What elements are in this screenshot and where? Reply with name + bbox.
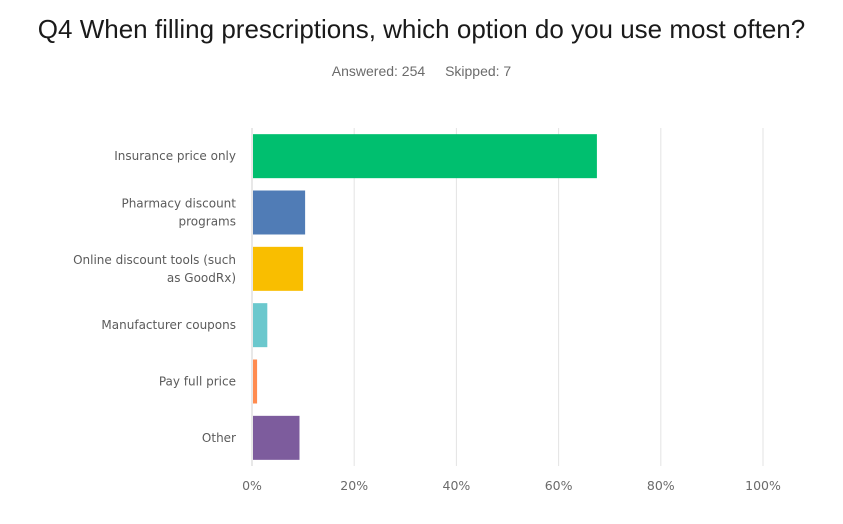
x-tick-label-60: 60% bbox=[545, 478, 573, 493]
x-tick-label-80: 80% bbox=[647, 478, 675, 493]
category-label-5: Pay full price bbox=[159, 375, 236, 389]
bar-4 bbox=[253, 303, 268, 348]
skipped-count: Skipped: 7 bbox=[445, 63, 512, 79]
x-tick-label-0: 0% bbox=[242, 478, 262, 493]
x-tick-label-40: 40% bbox=[443, 478, 471, 493]
bar-1 bbox=[253, 134, 597, 179]
question-title: Q4 When filling prescriptions, which opt… bbox=[37, 14, 806, 44]
bar-6 bbox=[253, 415, 300, 460]
bar-2 bbox=[253, 190, 306, 235]
x-tick-label-100: 100% bbox=[745, 478, 781, 493]
category-label-6: Other bbox=[202, 431, 236, 445]
x-tick-label-20: 20% bbox=[340, 478, 368, 493]
category-label-3: Online discount tools (such as GoodRx) bbox=[73, 253, 236, 285]
category-label-1: Insurance price only bbox=[114, 149, 236, 163]
category-label-4: Manufacturer coupons bbox=[101, 318, 236, 332]
category-label-2: Pharmacy discount programs bbox=[121, 197, 236, 229]
bar-5 bbox=[253, 359, 258, 404]
answered-count: Answered: 254 bbox=[331, 63, 426, 79]
response-stats: Answered: 254 Skipped: 7 bbox=[0, 63, 843, 79]
bar-3 bbox=[253, 246, 304, 291]
